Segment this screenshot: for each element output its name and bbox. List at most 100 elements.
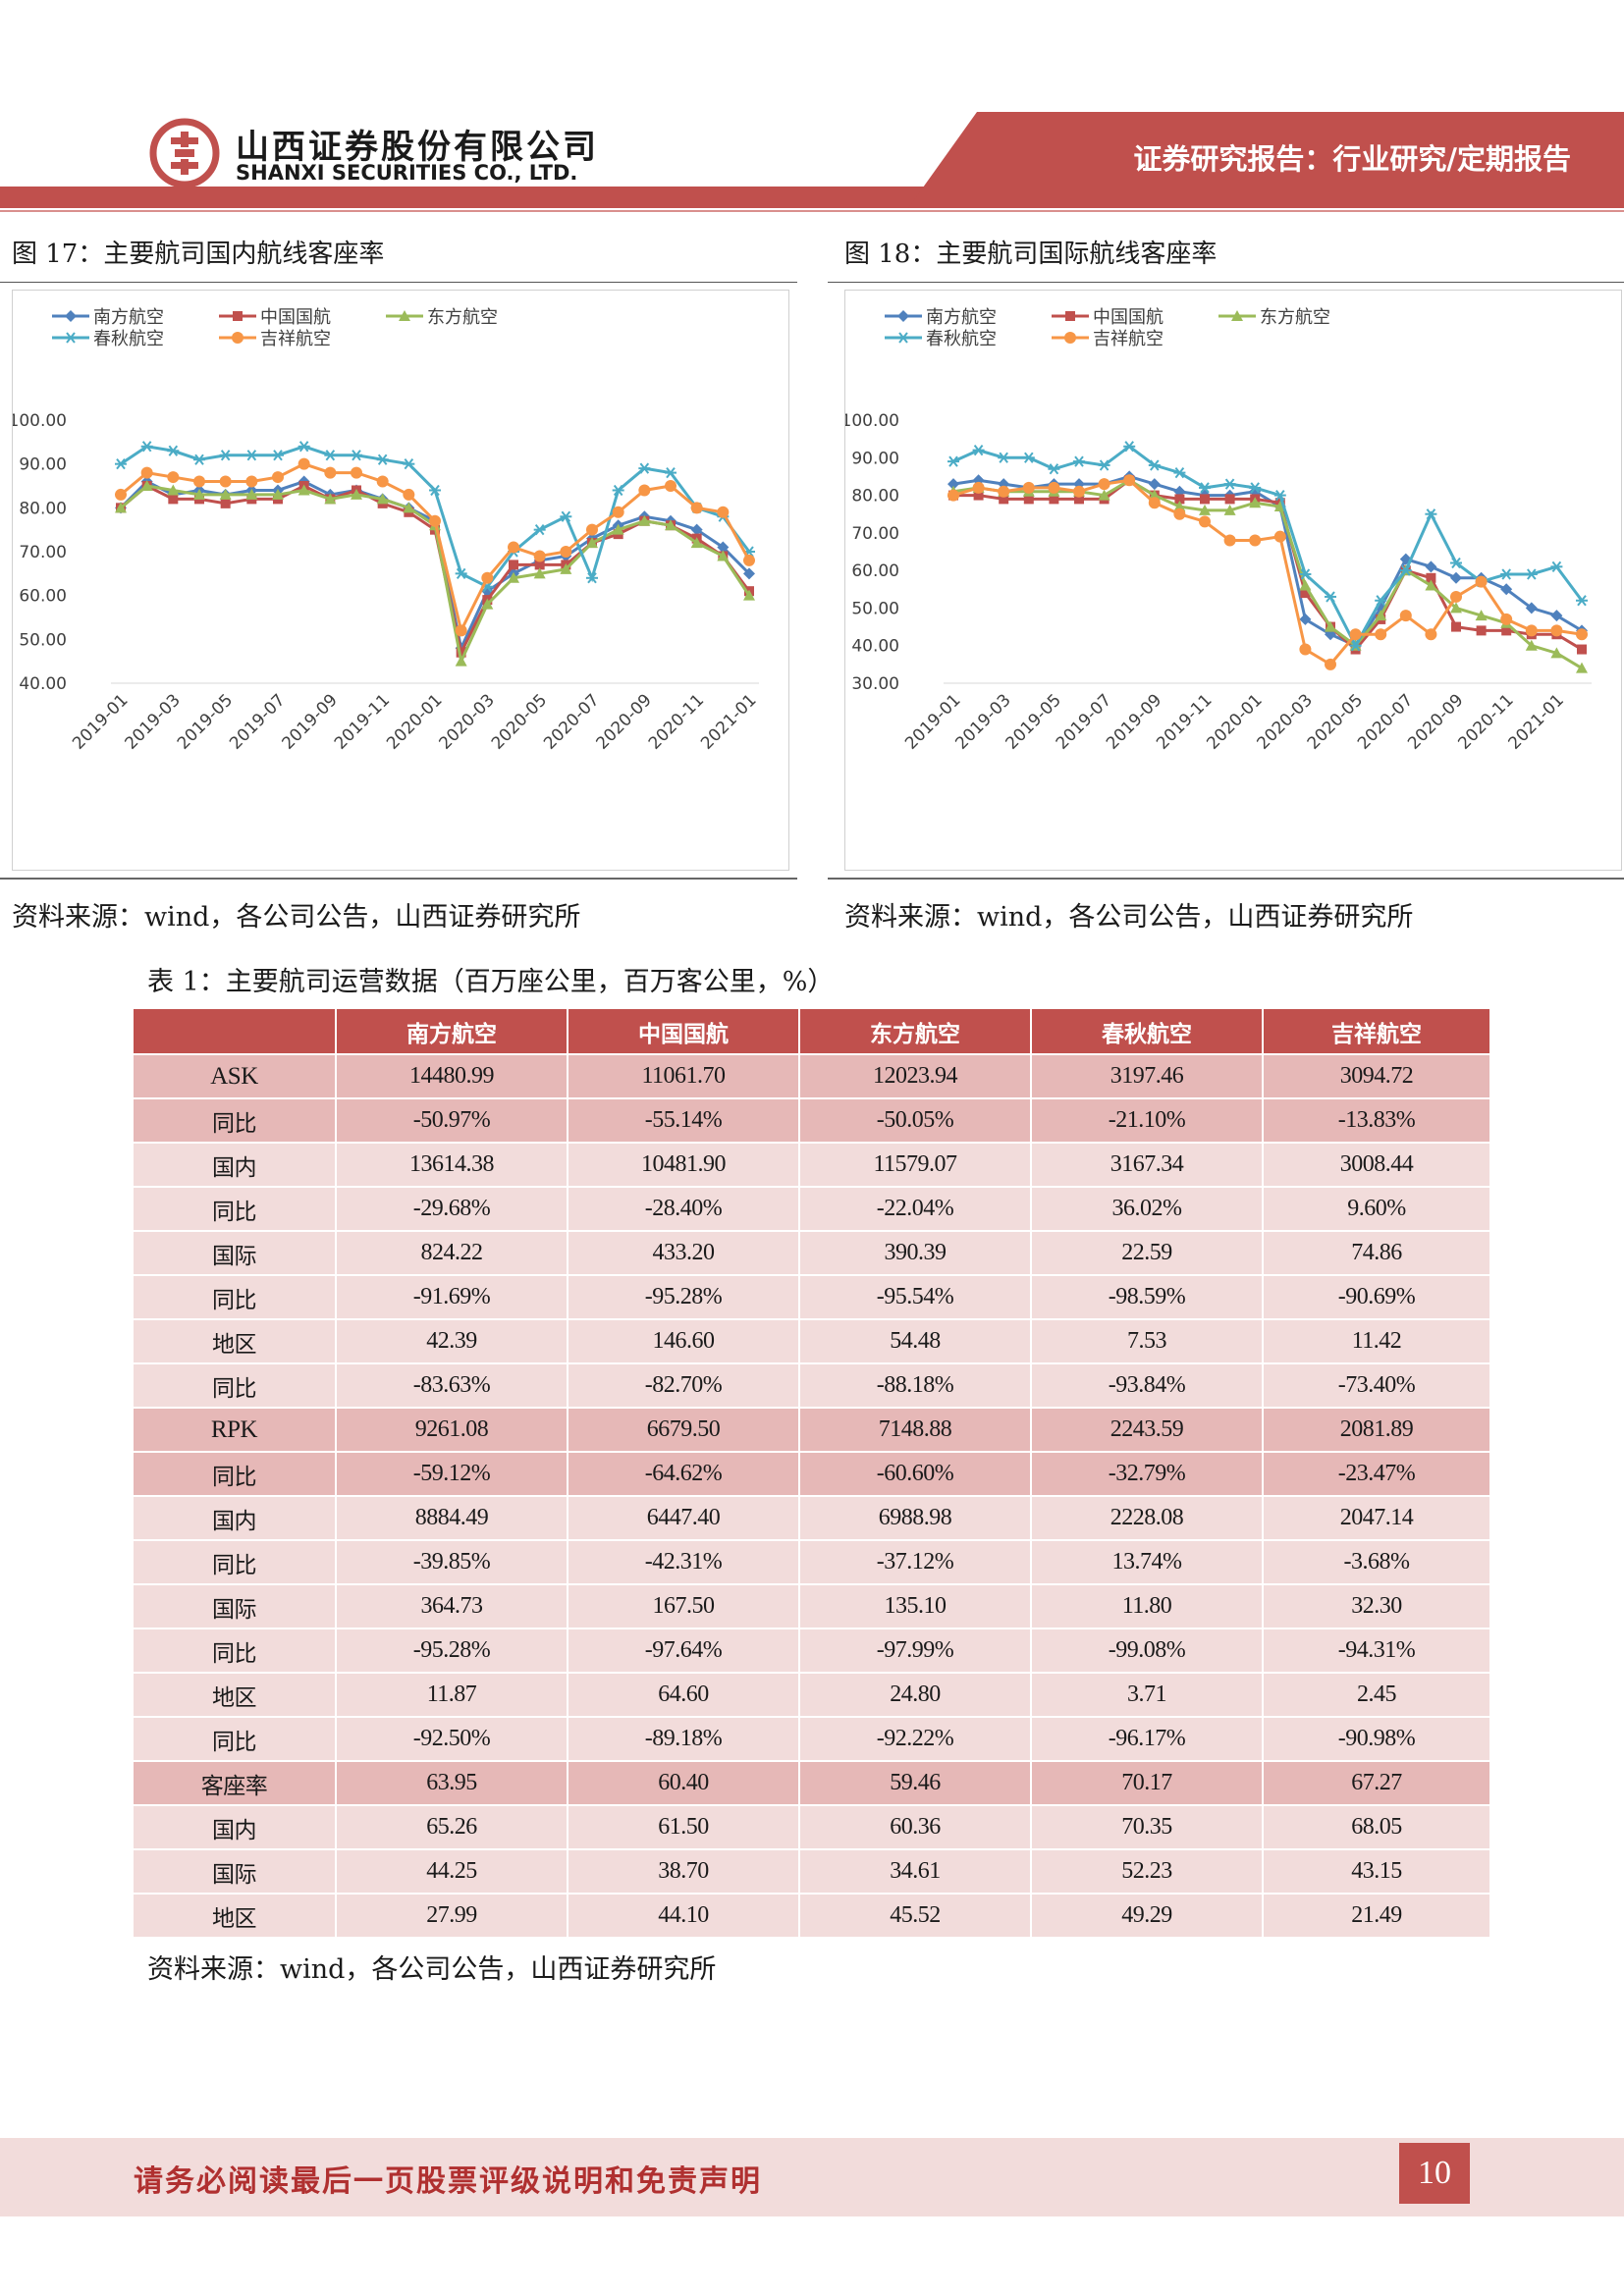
table-cell: 3197.46: [1031, 1053, 1264, 1098]
data-point: [1425, 508, 1437, 520]
data-point: [351, 488, 362, 500]
table-cell: 70.35: [1031, 1804, 1264, 1849]
table-cell: 135.10: [799, 1583, 1032, 1629]
x-tick-label: 2019-11: [331, 690, 394, 753]
series-line: [115, 441, 755, 593]
data-point: [115, 488, 127, 501]
data-point: [586, 572, 598, 584]
legend-item: 春秋航空: [52, 329, 164, 349]
data-point: [167, 484, 180, 496]
data-point: [1249, 497, 1262, 508]
table-cell: 9261.08: [336, 1407, 568, 1452]
table-cell: 70.17: [1031, 1760, 1264, 1805]
figure-18-title: 图 18：主要航司国际航线客座率: [844, 240, 1218, 269]
table-cell: 364.73: [336, 1583, 568, 1629]
series-path: [119, 479, 751, 654]
data-point: [324, 466, 337, 479]
data-point: [1500, 568, 1513, 580]
data-point: [1399, 564, 1412, 576]
data-point: [245, 475, 258, 488]
data-point: [998, 485, 1010, 498]
data-point: [534, 560, 545, 570]
table-cell: 433.20: [568, 1230, 800, 1275]
table-cell: 2228.08: [1031, 1495, 1264, 1540]
x-tick-label: 2020-03: [436, 690, 499, 753]
y-tick-label: 100.00: [13, 411, 67, 431]
table-cell: -21.10%: [1031, 1097, 1264, 1143]
data-point: [1525, 639, 1538, 651]
legend-item: 中国国航: [219, 307, 331, 328]
data-point: [403, 488, 415, 501]
table-cell: -60.60%: [799, 1451, 1032, 1496]
row-label: 国际: [134, 1583, 337, 1629]
table-cell: -28.40%: [568, 1186, 800, 1231]
data-point: [1425, 628, 1437, 641]
legend-label: 南方航空: [93, 307, 164, 328]
data-point: [638, 514, 651, 526]
figure-17-source: 资料来源：wind，各公司公告，山西证券研究所: [12, 902, 581, 933]
data-point: [1299, 568, 1312, 580]
row-label: 同比: [134, 1186, 337, 1231]
table-cell: 824.22: [336, 1230, 568, 1275]
table-cell: -64.62%: [568, 1451, 800, 1496]
table-cell: -59.12%: [336, 1451, 568, 1496]
data-point: [298, 484, 310, 496]
row-label: 国际: [134, 1848, 337, 1894]
data-point: [743, 567, 755, 580]
y-tick-label: 50.00: [19, 630, 67, 650]
table-cell: 34.61: [799, 1848, 1032, 1894]
data-point: [298, 441, 310, 453]
table-cell: -91.69%: [336, 1274, 568, 1319]
data-point: [193, 475, 205, 488]
data-point: [1048, 481, 1060, 494]
data-point: [1022, 481, 1035, 494]
y-tick-label: 80.00: [851, 487, 899, 507]
data-point: [560, 562, 572, 574]
data-point: [1173, 466, 1186, 479]
table-cell: 167.50: [568, 1583, 800, 1629]
table-row: 同比 -59.12% -64.62% -60.60% -32.79% -23.47%: [134, 1451, 1491, 1496]
table-row: 国内 8884.49 6447.40 6988.98 2228.08 2047.14: [134, 1495, 1491, 1540]
y-tick-label: 80.00: [19, 499, 67, 518]
data-point: [665, 480, 677, 492]
data-point: [1074, 494, 1084, 505]
data-point: [193, 454, 205, 465]
data-point: [351, 450, 362, 461]
table-cell: 44.25: [336, 1848, 568, 1894]
data-point: [115, 458, 127, 470]
table-cell: -55.14%: [568, 1097, 800, 1143]
series-path: [952, 478, 1583, 669]
table-cell: 11579.07: [799, 1142, 1032, 1187]
table-row: 国际 364.73 167.50 135.10 11.80 32.30: [134, 1583, 1491, 1629]
data-point: [972, 445, 985, 456]
legend-item: 南方航空: [885, 307, 997, 328]
data-point: [690, 502, 703, 514]
data-point: [193, 488, 205, 500]
table-cell: -42.31%: [568, 1539, 800, 1584]
legend-label: 吉祥航空: [260, 329, 331, 349]
data-point: [690, 537, 703, 549]
data-point: [586, 537, 598, 549]
x-tick-label: 2020-05: [488, 690, 551, 753]
data-point: [690, 523, 703, 536]
footer-band: [0, 2138, 1624, 2216]
legend-label: 南方航空: [926, 307, 997, 328]
series-line: [115, 457, 755, 637]
x-tick-label: 2020-07: [540, 690, 603, 753]
data-point: [638, 484, 651, 497]
table-cell: -73.40%: [1263, 1362, 1491, 1408]
table-cell: -32.79%: [1031, 1451, 1264, 1496]
table-row: 同比 -39.85% -42.31% -37.12% 13.74% -3.68%: [134, 1539, 1491, 1584]
data-point: [1525, 602, 1538, 614]
x-tick-label: 2020-01: [383, 690, 446, 753]
table-cell: 7148.88: [799, 1407, 1032, 1452]
table-cell: 24.80: [799, 1672, 1032, 1717]
data-point: [638, 462, 651, 474]
data-point: [1200, 494, 1210, 505]
data-point: [947, 455, 959, 467]
data-point: [298, 457, 310, 470]
table-cell: 3167.34: [1031, 1142, 1264, 1187]
report-type: 证券研究报告：行业研究/定期报告: [1133, 142, 1571, 176]
table-row: 国内 13614.38 10481.90 11579.07 3167.34 3008.44: [134, 1142, 1491, 1187]
